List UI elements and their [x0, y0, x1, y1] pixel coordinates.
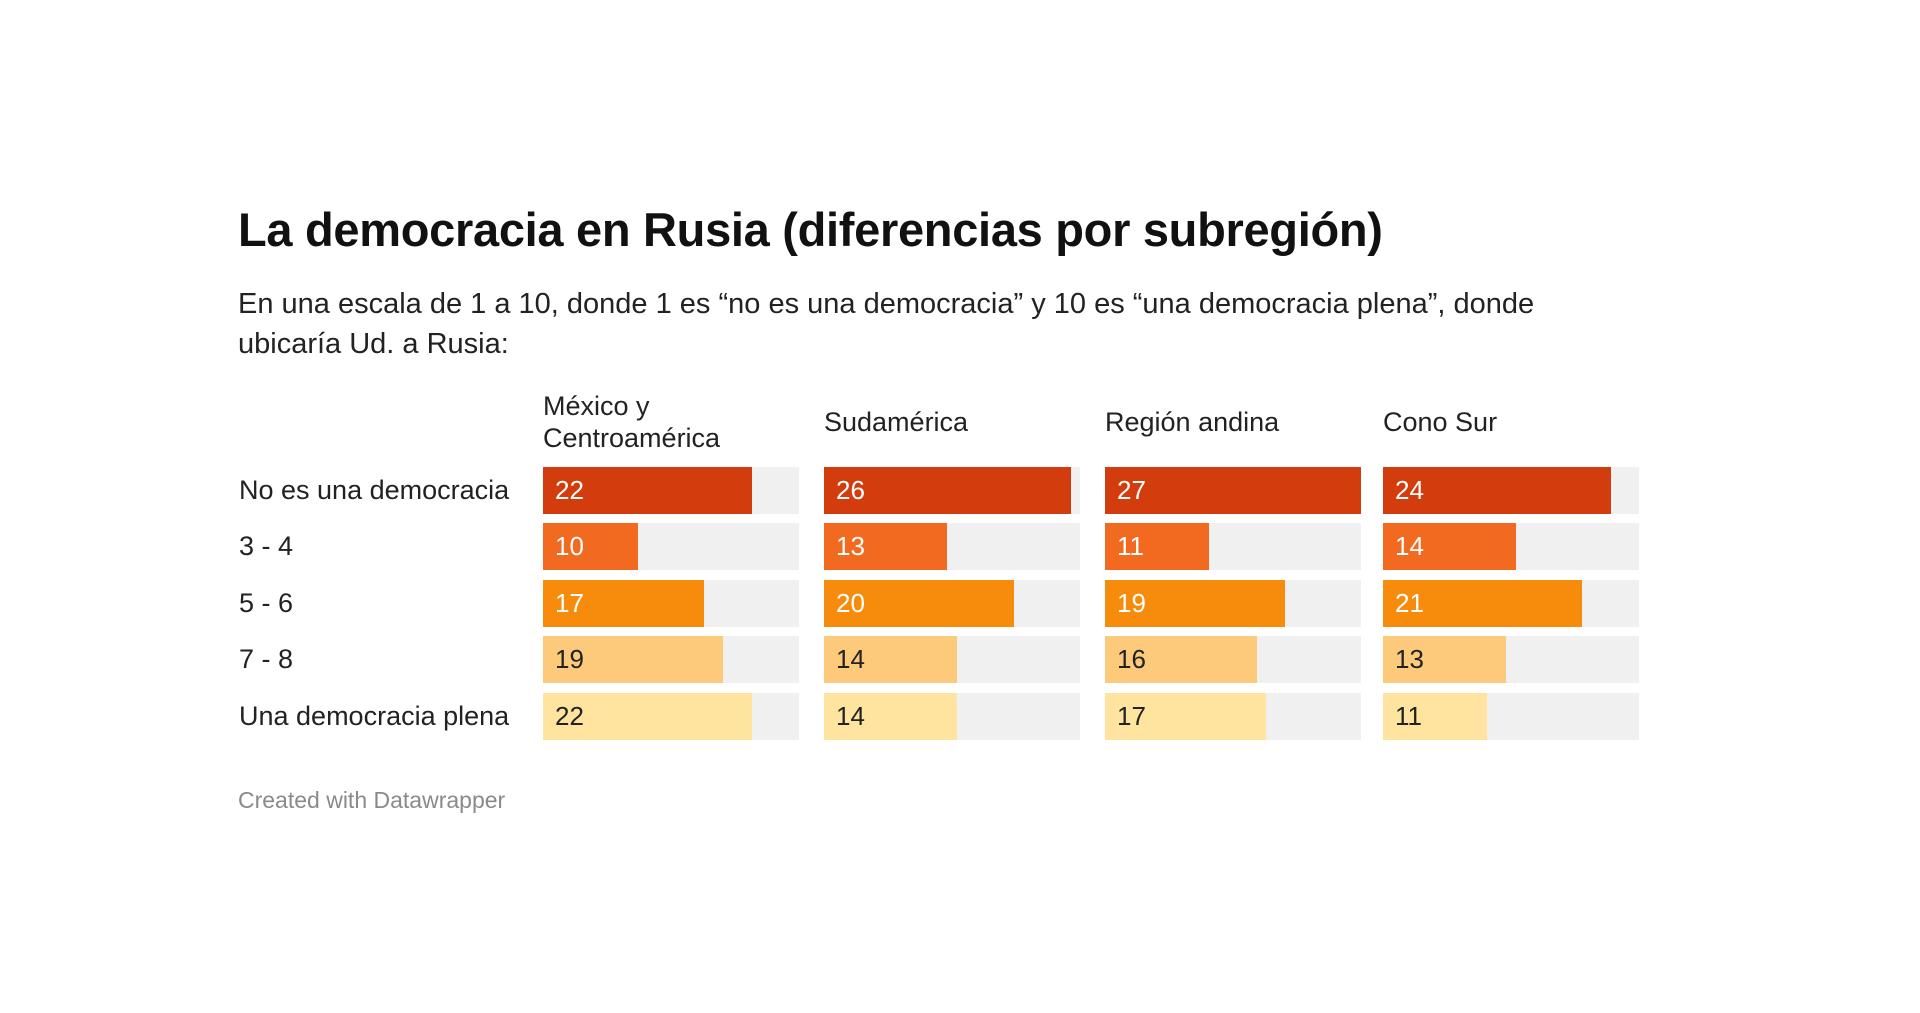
bar-track: 14: [824, 693, 1080, 740]
row-label: No es una democracia: [239, 475, 510, 505]
bar-track: 19: [543, 636, 799, 683]
bar-value-label: 17: [1117, 701, 1146, 731]
bar-value-label: 14: [1395, 531, 1424, 561]
bar-value-label: 11: [1395, 701, 1422, 731]
row-label: Una democracia plena: [239, 701, 510, 731]
bar-track: 13: [824, 523, 1080, 570]
bar-track: 21: [1383, 580, 1639, 627]
bar-value-label: 11: [1117, 531, 1144, 561]
bar[interactable]: [1105, 693, 1267, 740]
bar-value-label: 14: [836, 701, 865, 731]
bar-track: 11: [1105, 523, 1361, 570]
bar-track: 11: [1383, 693, 1639, 740]
bar[interactable]: [543, 523, 638, 570]
chart-subtitle: En una escala de 1 a 10, donde 1 es “no …: [238, 288, 1535, 360]
row-label: 3 - 4: [239, 531, 294, 561]
bar-track: 14: [1383, 523, 1639, 570]
bar-value-label: 27: [1117, 475, 1146, 505]
column-header: Región andina: [1105, 407, 1280, 437]
bar[interactable]: [824, 636, 957, 683]
bar-track: 24: [1383, 467, 1639, 514]
bar-track: 17: [1105, 693, 1361, 740]
row-label: 7 - 8: [239, 644, 294, 674]
bar-track: 27: [1105, 467, 1361, 514]
bar-value-label: 20: [836, 588, 865, 618]
bar-track: 16: [1105, 636, 1361, 683]
bar[interactable]: [1383, 467, 1611, 514]
bar-track: 10: [543, 523, 799, 570]
bar-value-label: 14: [836, 644, 865, 674]
bar-track: 19: [1105, 580, 1361, 627]
bar[interactable]: [1105, 467, 1361, 514]
bar[interactable]: [543, 636, 724, 683]
bar[interactable]: [543, 693, 752, 740]
row-label: 5 - 6: [239, 588, 294, 618]
bar-track: 13: [1383, 636, 1639, 683]
column-header: México y Centroamérica: [543, 391, 721, 453]
bar-value-label: 21: [1395, 588, 1424, 618]
bar-value-label: 26: [836, 475, 865, 505]
bar[interactable]: [543, 580, 705, 627]
bar-value-label: 19: [555, 644, 584, 674]
bar[interactable]: [824, 523, 948, 570]
bar-value-label: 24: [1395, 475, 1424, 505]
bar[interactable]: [1383, 693, 1488, 740]
bar[interactable]: [1105, 580, 1286, 627]
bar[interactable]: [824, 693, 957, 740]
column-header: Cono Sur: [1383, 407, 1498, 437]
bar-value-label: 10: [555, 531, 584, 561]
bar[interactable]: [824, 580, 1014, 627]
bar-value-label: 13: [836, 531, 865, 561]
bar-value-label: 16: [1117, 644, 1146, 674]
bar-value-label: 17: [555, 588, 584, 618]
bar-track: 14: [824, 636, 1080, 683]
bar[interactable]: [543, 467, 752, 514]
bar[interactable]: [1383, 636, 1507, 683]
footer-credit[interactable]: Created with Datawrapper: [238, 787, 506, 813]
bar-value-label: 19: [1117, 588, 1146, 618]
bar-track: 20: [824, 580, 1080, 627]
bar[interactable]: [1105, 636, 1257, 683]
column-header: Sudamérica: [824, 407, 969, 437]
bar-value-label: 22: [555, 701, 584, 731]
bar-track: 22: [543, 693, 799, 740]
bar[interactable]: [824, 467, 1071, 514]
bar-value-label: 22: [555, 475, 584, 505]
bar-track: 17: [543, 580, 799, 627]
bar-track: 26: [824, 467, 1080, 514]
bar-value-label: 13: [1395, 644, 1424, 674]
bar[interactable]: [1383, 523, 1516, 570]
bar[interactable]: [1105, 523, 1210, 570]
bar-track: 22: [543, 467, 799, 514]
chart-title: La democracia en Rusia (diferencias por …: [238, 203, 1383, 256]
bar[interactable]: [1383, 580, 1583, 627]
